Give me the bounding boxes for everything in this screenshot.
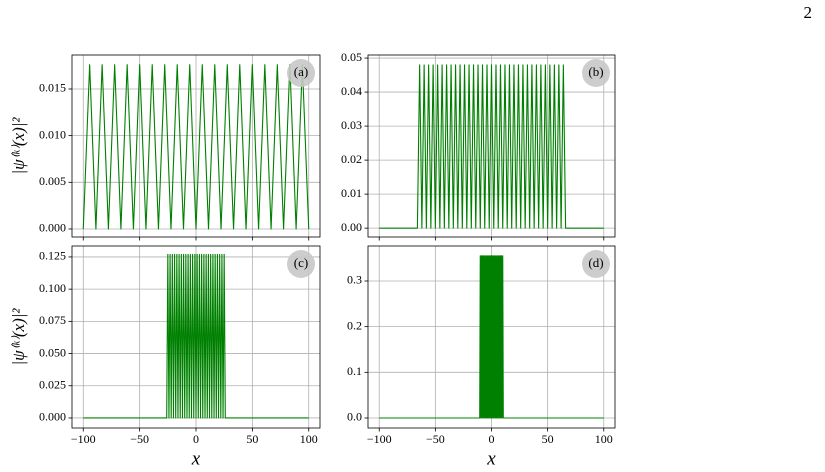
subplot: 0.000 0.025 0.050 0.075 0.100 0.125 −100 −50 0 50…	[9, 245, 321, 469]
y-tick-label: 0.1	[347, 364, 362, 378]
y-tick-label: 0.000	[39, 221, 66, 235]
y-tick-label: 0.005	[39, 174, 66, 188]
x-tick-label: 0	[489, 432, 495, 446]
subplot: 0.000 0.005 0.010 0.015 (a) |ψ⁽ᵏ⁾(x)|²	[9, 54, 321, 241]
y-tick-label: 0.03	[341, 118, 362, 132]
data-line	[82, 64, 310, 230]
y-tick-label: 0.05	[341, 50, 362, 64]
y-tick-label: 0.0	[347, 410, 362, 424]
subplot: 0.0 0.1 0.2 0.3 −100 −50 0 50 100 (d) x	[347, 245, 616, 469]
y-tick-label: 0.01	[341, 186, 362, 200]
x-tick-label: −100	[71, 432, 96, 446]
x-tick-label: 100	[300, 432, 318, 446]
y-tick-label: 0.3	[347, 273, 362, 287]
x-tick-label: −50	[426, 432, 445, 446]
y-tick-label: 0.015	[39, 81, 66, 95]
x-tick-label: −50	[130, 432, 149, 446]
label-badge	[287, 59, 315, 87]
label-badge	[582, 250, 610, 278]
y-axis-label: |ψ⁽ᵏ⁾(x)|²	[9, 117, 28, 175]
panel-label: (d)	[588, 255, 603, 270]
label-badge	[287, 250, 315, 278]
y-axis-label: |ψ⁽ᵏ⁾(x)|²	[9, 308, 28, 366]
subplot: 0.00 0.01 0.02 0.03 0.04 0.05 (b)	[341, 50, 616, 241]
x-tick-label: 50	[542, 432, 554, 446]
axes-frame	[367, 54, 616, 238]
panel-label: (c)	[294, 255, 308, 270]
y-tick-label: 0.04	[341, 84, 362, 98]
y-tick-label: 0.02	[341, 152, 362, 166]
axes-frame	[71, 245, 321, 429]
y-tick-label: 0.025	[39, 378, 66, 392]
axes-frame	[367, 245, 616, 429]
x-tick-label: 50	[246, 432, 258, 446]
data-line	[83, 253, 309, 419]
x-tick-label: 100	[595, 432, 613, 446]
x-tick-label: 0	[193, 432, 199, 446]
panel-label: (b)	[588, 64, 603, 79]
label-badge	[582, 59, 610, 87]
panel-label: (a)	[294, 64, 308, 79]
x-tick-label: −100	[367, 432, 392, 446]
y-tick-label: 0.050	[39, 345, 66, 359]
y-tick-label: 0.010	[39, 127, 66, 141]
y-tick-label: 0.075	[39, 313, 66, 327]
y-tick-label: 0.2	[347, 318, 362, 332]
y-tick-label: 0.000	[39, 410, 66, 424]
page-number: 2	[804, 3, 813, 22]
y-tick-label: 0.125	[39, 249, 66, 263]
data-line	[379, 64, 604, 229]
x-axis-label: x	[486, 448, 496, 469]
y-tick-label: 0.00	[341, 220, 362, 234]
y-tick-label: 0.100	[39, 281, 66, 295]
axes-frame	[71, 54, 321, 238]
x-axis-label: x	[191, 448, 201, 469]
data-line	[379, 255, 604, 419]
